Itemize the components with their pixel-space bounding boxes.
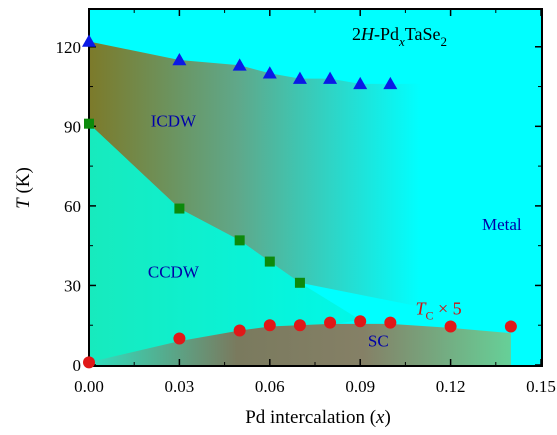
compound-sub-2: 2: [441, 34, 448, 49]
square-marker: [234, 235, 245, 246]
compound-label: 2H-PdxTaSe2: [352, 24, 447, 49]
ccdw-region: [89, 123, 361, 365]
x-tick-label: 0.06: [255, 377, 285, 396]
triangle-marker: [172, 53, 187, 66]
region-label-ccdw: CCDW: [148, 262, 200, 281]
circle-marker: [233, 324, 246, 337]
square-marker: [84, 118, 94, 129]
circle-marker: [444, 320, 457, 333]
circle-marker: [263, 319, 276, 332]
triangle-marker: [383, 76, 398, 90]
triangle-marker: [353, 76, 368, 90]
tc-italic-t: T: [415, 299, 427, 319]
region-label-icdw: ICDW: [151, 111, 197, 130]
y-tick-label: 60: [64, 197, 81, 216]
square-marker: [294, 277, 305, 288]
triangle-marker: [262, 66, 277, 79]
circle-marker: [83, 356, 95, 369]
sc-region: [89, 323, 511, 365]
triangle-marker: [232, 58, 247, 71]
compound-prefix: 2: [352, 24, 361, 44]
compound-italic-h: H: [360, 24, 375, 44]
compound-mid: -Pd: [374, 24, 399, 44]
y-axis-title: T (K): [13, 167, 34, 209]
y-tick-label: 120: [56, 38, 82, 57]
triangle-marker: [82, 34, 96, 47]
y-tick-label: 90: [64, 117, 81, 136]
tc-sub-c: C: [425, 309, 433, 323]
x-axis-title: Pd intercalation (x): [245, 407, 391, 428]
tc-label: TC × 5: [415, 299, 461, 323]
triangle-marker: [292, 71, 307, 84]
x-tick-label: 0.12: [436, 377, 466, 396]
tc-tail: × 5: [433, 299, 461, 319]
region-label-sc: SC: [368, 331, 389, 350]
x-tick-label: 0.09: [345, 377, 375, 396]
x-tick-label: 0.15: [526, 377, 556, 396]
square-marker: [174, 203, 185, 214]
circle-marker: [504, 320, 517, 333]
circle-marker: [384, 316, 397, 329]
phase-regions: [89, 41, 511, 365]
y-tick-label: 30: [64, 276, 81, 295]
data-markers: [82, 34, 517, 369]
circle-marker: [324, 316, 337, 329]
y-axis-title-unit: (K): [13, 167, 34, 198]
circle-marker: [354, 315, 367, 328]
compound-sub-x: x: [398, 34, 405, 49]
x-tick-label: 0.03: [165, 377, 195, 396]
square-marker: [264, 256, 275, 267]
x-axis-title-var: x: [375, 407, 385, 428]
compound-tail: TaSe: [405, 24, 441, 44]
triangle-marker: [323, 71, 338, 84]
x-axis-title-close: ): [384, 407, 390, 428]
y-axis-title-var: T: [13, 197, 34, 209]
x-tick-label: 0.00: [74, 377, 104, 396]
axes: 0.00 0.03 0.06 0.09 0.12 0.15 0 30 60 90 120: [56, 8, 556, 396]
circle-marker: [173, 332, 186, 345]
icdw-region: [89, 41, 421, 307]
x-axis-title-text: Pd intercalation (: [245, 407, 376, 428]
region-label-metal: Metal: [482, 215, 522, 234]
circle-marker: [293, 319, 306, 332]
y-tick-label: 0: [73, 356, 82, 375]
